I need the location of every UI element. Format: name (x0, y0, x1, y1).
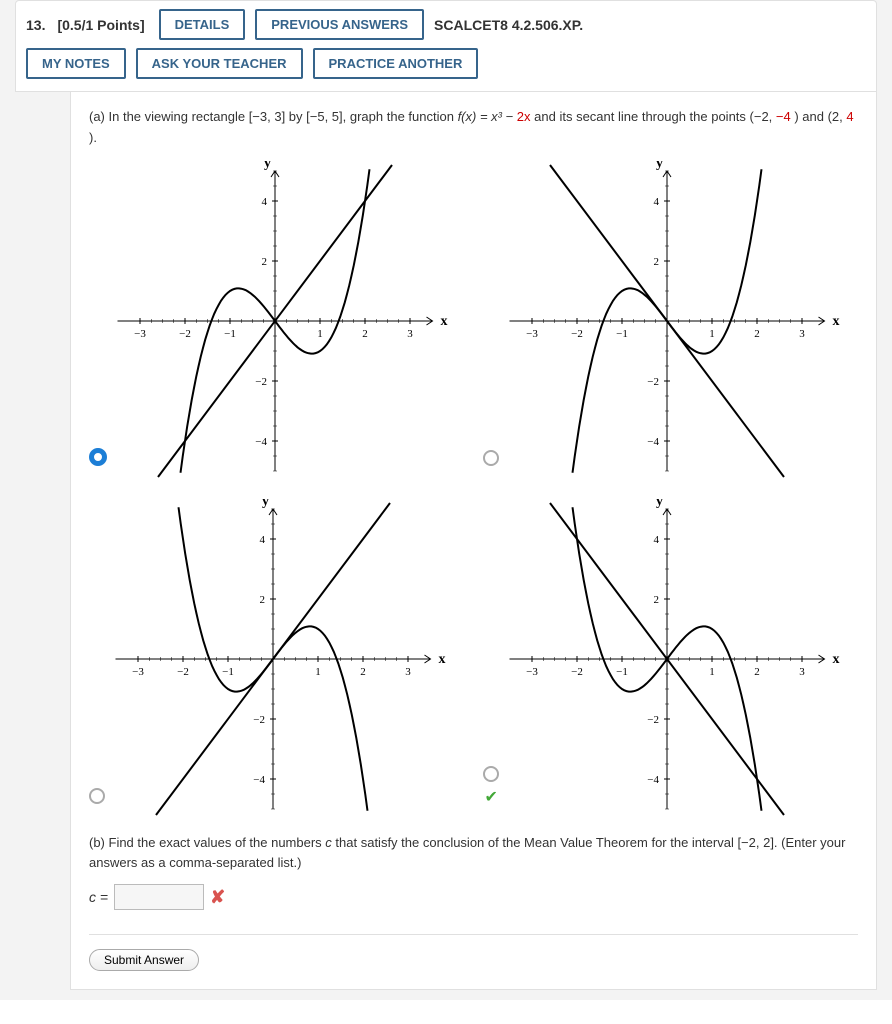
chart-option-4: ✔ −3 −2 −1 1 2 3 −4 −2 2 4 x y (483, 499, 859, 819)
c-value-input[interactable] (114, 884, 204, 910)
question-number: 13. (26, 17, 45, 33)
part-b-prompt: (b) Find the exact values of the numbers… (89, 833, 858, 875)
chart-option-3: −3 −2 −1 1 2 3 −4 −2 2 4 x y (89, 499, 465, 819)
svg-text:−2: −2 (255, 376, 267, 388)
svg-text:−2: −2 (177, 666, 189, 678)
svg-text:y: y (262, 499, 269, 509)
svg-text:y: y (656, 161, 663, 171)
svg-text:−2: −2 (253, 714, 265, 726)
svg-text:3: 3 (799, 666, 805, 678)
svg-text:−3: −3 (132, 666, 144, 678)
chart-graph: −3 −2 −1 1 2 3 −4 −2 2 4 x y (113, 499, 453, 819)
svg-text:−2: −2 (571, 328, 583, 340)
graph-option-radio[interactable] (483, 766, 499, 782)
svg-text:y: y (264, 161, 271, 171)
svg-text:−3: −3 (134, 328, 146, 340)
svg-text:2: 2 (754, 328, 760, 340)
chart-graph: −3 −2 −1 1 2 3 −4 −2 2 4 x y (507, 161, 847, 481)
svg-text:4: 4 (653, 534, 659, 546)
chart-option-2: −3 −2 −1 1 2 3 −4 −2 2 4 x y (483, 161, 859, 481)
reference-code: SCALCET8 4.2.506.XP. (434, 17, 583, 33)
point-y1: −4 (776, 109, 791, 124)
svg-text:2: 2 (653, 256, 659, 268)
question-content: (a) In the viewing rectangle [−3, 3] by … (70, 92, 877, 990)
submit-answer-button[interactable]: Submit Answer (89, 949, 199, 971)
svg-text:1: 1 (709, 328, 715, 340)
svg-text:1: 1 (315, 666, 321, 678)
fx-expression: f(x) = x³ − (458, 109, 517, 124)
svg-text:−2: −2 (571, 666, 583, 678)
prompt-text: ). (89, 130, 97, 145)
svg-text:1: 1 (317, 328, 323, 340)
chart-graph: −3 −2 −1 1 2 3 −4 −2 2 4 x y (507, 499, 847, 819)
svg-text:2: 2 (362, 328, 368, 340)
chart-options-grid: −3 −2 −1 1 2 3 −4 −2 2 4 x y −3 −2 −1 1 2 3 −4 −2 2 4 x y −3 −2… (89, 161, 858, 819)
svg-text:−1: −1 (224, 328, 236, 340)
svg-text:2: 2 (360, 666, 366, 678)
svg-text:3: 3 (407, 328, 413, 340)
points-label: [0.5/1 Points] (57, 17, 144, 33)
ask-teacher-button[interactable]: ASK YOUR TEACHER (136, 48, 303, 79)
svg-text:−1: −1 (616, 666, 628, 678)
prompt-text: ) and (2, (794, 109, 846, 124)
svg-text:1: 1 (709, 666, 715, 678)
svg-text:−4: −4 (253, 774, 265, 786)
svg-text:4: 4 (653, 196, 659, 208)
prompt-text: (a) In the viewing rectangle [−3, 3] by … (89, 109, 458, 124)
details-button[interactable]: DETAILS (159, 9, 246, 40)
wrong-icon: ✘ (210, 887, 225, 908)
svg-text:x: x (832, 652, 839, 667)
graph-option-radio[interactable] (89, 448, 107, 466)
footer: Submit Answer (89, 934, 858, 971)
svg-text:2: 2 (260, 594, 266, 606)
svg-text:−4: −4 (647, 774, 659, 786)
svg-text:3: 3 (799, 328, 805, 340)
svg-text:−1: −1 (222, 666, 234, 678)
chart-graph: −3 −2 −1 1 2 3 −4 −2 2 4 x y (115, 161, 455, 481)
svg-text:−3: −3 (526, 666, 538, 678)
variable-c: c (325, 835, 332, 850)
svg-text:−4: −4 (647, 436, 659, 448)
svg-text:−4: −4 (255, 436, 267, 448)
svg-text:−3: −3 (526, 328, 538, 340)
svg-text:−2: −2 (179, 328, 191, 340)
question-header: 13. [0.5/1 Points] DETAILS PREVIOUS ANSW… (15, 0, 877, 92)
graph-option-radio[interactable] (483, 450, 499, 466)
svg-text:x: x (439, 652, 446, 667)
part-b-answer-row: c = ✘ (89, 884, 858, 910)
prompt-text: (b) Find the exact values of the numbers (89, 835, 325, 850)
fx-coefficient: 2x (517, 109, 531, 124)
svg-text:−1: −1 (616, 328, 628, 340)
svg-text:2: 2 (754, 666, 760, 678)
svg-text:3: 3 (405, 666, 411, 678)
svg-text:4: 4 (262, 196, 268, 208)
previous-answers-button[interactable]: PREVIOUS ANSWERS (255, 9, 424, 40)
my-notes-button[interactable]: MY NOTES (26, 48, 126, 79)
answer-label: c = (89, 889, 108, 905)
practice-another-button[interactable]: PRACTICE ANOTHER (313, 48, 479, 79)
chart-option-1: −3 −2 −1 1 2 3 −4 −2 2 4 x y (89, 161, 465, 481)
svg-text:x: x (441, 314, 448, 329)
svg-text:−2: −2 (647, 714, 659, 726)
svg-text:−2: −2 (647, 376, 659, 388)
graph-option-radio[interactable] (89, 788, 105, 804)
svg-text:2: 2 (653, 594, 659, 606)
svg-text:y: y (656, 499, 663, 509)
prompt-text: and its secant line through the points (… (534, 109, 776, 124)
svg-text:2: 2 (262, 256, 268, 268)
point-y2: 4 (846, 109, 853, 124)
svg-text:4: 4 (260, 534, 266, 546)
svg-text:x: x (832, 314, 839, 329)
part-a-prompt: (a) In the viewing rectangle [−3, 3] by … (89, 107, 858, 149)
correct-icon: ✔ (485, 787, 499, 807)
